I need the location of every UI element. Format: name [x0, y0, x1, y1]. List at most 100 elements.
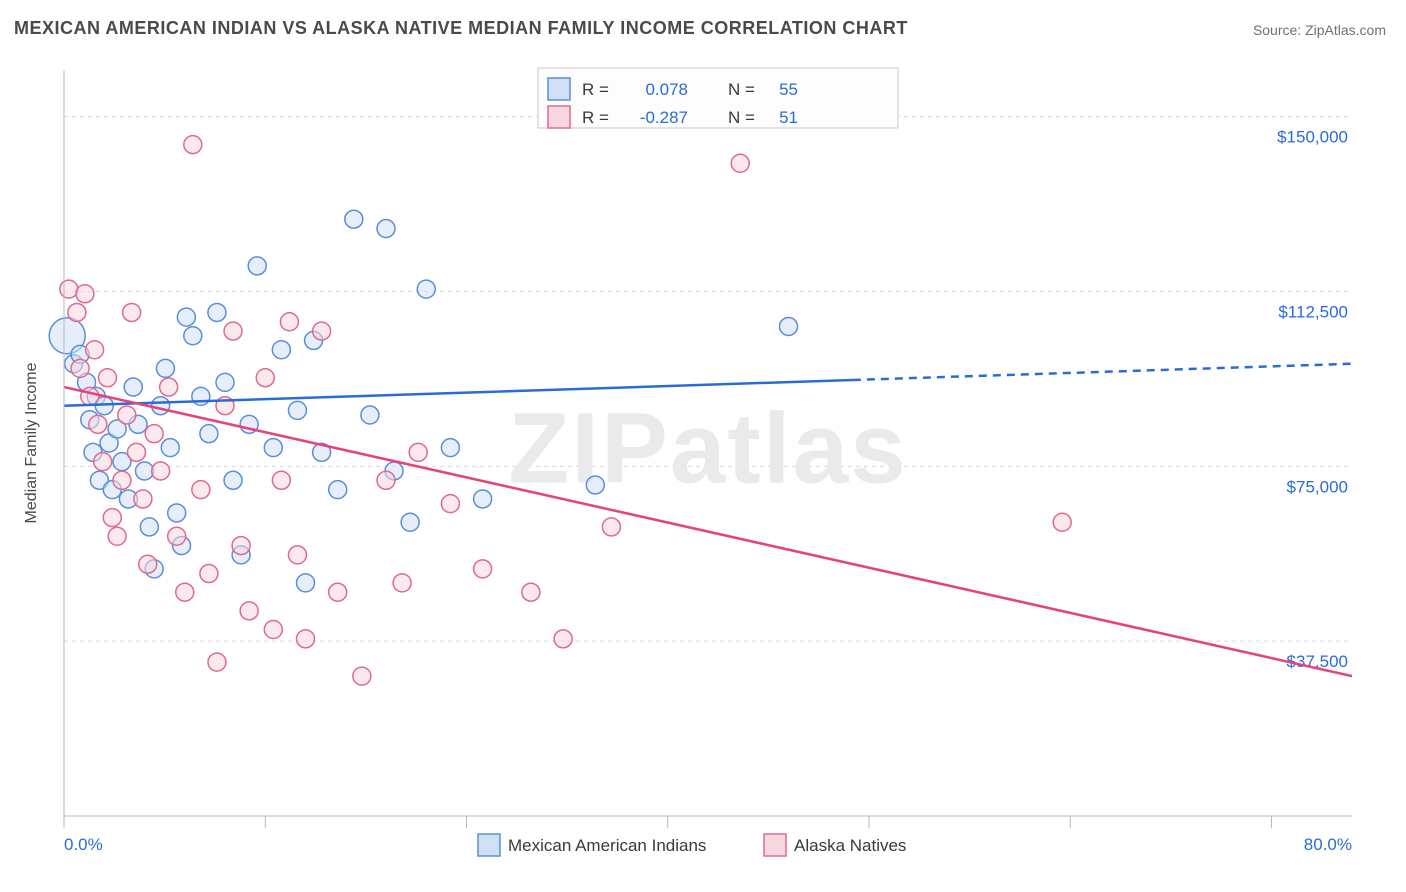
- data-point-ak: [81, 387, 99, 405]
- data-point-ak: [94, 453, 112, 471]
- data-point-ak: [208, 653, 226, 671]
- data-point-ak: [353, 667, 371, 685]
- data-point-mex: [401, 513, 419, 531]
- data-point-mex: [216, 373, 234, 391]
- data-point-mex: [361, 406, 379, 424]
- data-point-ak: [232, 537, 250, 555]
- legend-swatch: [478, 834, 500, 856]
- data-point-ak: [76, 285, 94, 303]
- chart-title: MEXICAN AMERICAN INDIAN VS ALASKA NATIVE…: [14, 18, 908, 39]
- data-point-ak: [176, 583, 194, 601]
- data-point-ak: [474, 560, 492, 578]
- legend-series-label: Alaska Natives: [794, 836, 906, 855]
- data-point-mex: [780, 317, 798, 335]
- data-point-mex: [140, 518, 158, 536]
- data-point-ak: [224, 322, 242, 340]
- data-point-mex: [161, 439, 179, 457]
- data-point-ak: [240, 602, 258, 620]
- data-point-ak: [256, 369, 274, 387]
- data-point-ak: [522, 583, 540, 601]
- data-point-ak: [123, 303, 141, 321]
- legend-r-label: R =: [582, 108, 609, 127]
- data-point-ak: [264, 621, 282, 639]
- data-point-ak: [377, 471, 395, 489]
- data-point-ak: [168, 527, 186, 545]
- data-point-ak: [108, 527, 126, 545]
- data-point-ak: [98, 369, 116, 387]
- x-min-label: 0.0%: [64, 835, 103, 854]
- data-point-ak: [152, 462, 170, 480]
- data-point-ak: [160, 378, 178, 396]
- data-point-mex: [474, 490, 492, 508]
- data-point-ak: [127, 443, 145, 461]
- legend-r-label: R =: [582, 80, 609, 99]
- stats-legend: R =0.078N =55R =-0.287N =51: [538, 68, 898, 128]
- legend-swatch: [548, 78, 570, 100]
- data-point-mex: [224, 471, 242, 489]
- data-point-ak: [118, 406, 136, 424]
- data-point-ak: [272, 471, 290, 489]
- data-point-ak: [113, 471, 131, 489]
- data-point-ak: [71, 359, 89, 377]
- legend-r-value: 0.078: [645, 80, 688, 99]
- data-point-ak: [441, 495, 459, 513]
- data-point-ak: [68, 303, 86, 321]
- source-attribution: Source: ZipAtlas.com: [1253, 22, 1386, 38]
- data-point-ak: [602, 518, 620, 536]
- source-link[interactable]: ZipAtlas.com: [1305, 22, 1386, 38]
- data-point-ak: [89, 415, 107, 433]
- data-point-mex: [208, 303, 226, 321]
- y-tick-label: $150,000: [1277, 128, 1348, 147]
- data-point-mex: [124, 378, 142, 396]
- data-point-ak: [1053, 513, 1071, 531]
- data-point-ak: [134, 490, 152, 508]
- data-point-ak: [409, 443, 427, 461]
- legend-n-value: 55: [779, 80, 798, 99]
- data-point-ak: [139, 555, 157, 573]
- scatter-chart: $37,500$75,000$112,500$150,000ZIPatlas0.…: [14, 56, 1392, 876]
- data-point-ak: [184, 136, 202, 154]
- y-tick-label: $75,000: [1287, 477, 1348, 496]
- data-point-ak: [554, 630, 572, 648]
- data-point-mex: [297, 574, 315, 592]
- data-point-mex: [586, 476, 604, 494]
- watermark: ZIPatlas: [508, 392, 908, 504]
- legend-swatch: [764, 834, 786, 856]
- data-point-ak: [313, 322, 331, 340]
- data-point-ak: [103, 509, 121, 527]
- data-point-mex: [248, 257, 266, 275]
- trend-line-mex-extrapolated: [853, 364, 1352, 380]
- chart-container: $37,500$75,000$112,500$150,000ZIPatlas0.…: [14, 56, 1392, 876]
- data-point-mex: [441, 439, 459, 457]
- data-point-ak: [200, 565, 218, 583]
- data-point-mex: [272, 341, 290, 359]
- data-point-ak: [192, 481, 210, 499]
- legend-n-label: N =: [728, 108, 755, 127]
- data-point-mex: [136, 462, 154, 480]
- data-point-mex: [288, 401, 306, 419]
- legend-r-value: -0.287: [640, 108, 688, 127]
- data-point-mex: [264, 439, 282, 457]
- data-point-mex: [377, 220, 395, 238]
- data-point-ak: [288, 546, 306, 564]
- x-max-label: 80.0%: [1304, 835, 1352, 854]
- data-point-ak: [393, 574, 411, 592]
- data-point-ak: [329, 583, 347, 601]
- legend-n-value: 51: [779, 108, 798, 127]
- data-point-ak: [731, 154, 749, 172]
- data-point-ak: [86, 341, 104, 359]
- data-point-mex: [329, 481, 347, 499]
- legend-series-label: Mexican American Indians: [508, 836, 706, 855]
- data-point-mex: [417, 280, 435, 298]
- y-axis-label: Median Family Income: [23, 362, 40, 523]
- data-point-mex: [152, 397, 170, 415]
- data-point-mex: [156, 359, 174, 377]
- data-point-ak: [145, 425, 163, 443]
- data-point-mex: [168, 504, 186, 522]
- source-prefix: Source:: [1253, 22, 1305, 38]
- legend-swatch: [548, 106, 570, 128]
- data-point-mex: [184, 327, 202, 345]
- data-point-mex: [345, 210, 363, 228]
- data-point-ak: [60, 280, 78, 298]
- y-tick-label: $112,500: [1278, 302, 1348, 321]
